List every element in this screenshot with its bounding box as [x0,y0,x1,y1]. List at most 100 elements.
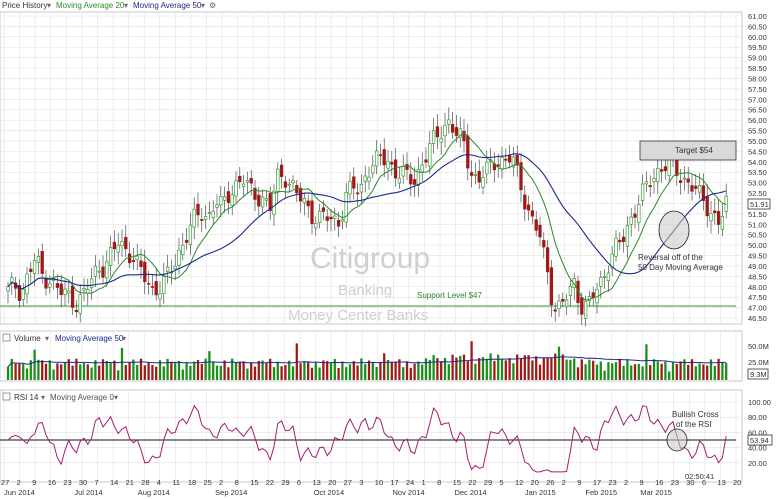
price-candle [215,194,219,218]
volume-bar [687,364,690,380]
volume-bar [618,358,621,380]
volume-bar [481,357,485,380]
volume-bar [383,353,386,380]
price-candle [519,152,523,203]
volume-bar [576,367,580,380]
price-tick-label: 55.00 [748,137,767,146]
volume-bar [132,359,135,380]
volume-bar [204,358,207,380]
price-candle [245,171,250,194]
gear-icon[interactable]: ⚙ [209,1,216,10]
volume-bar [307,361,310,380]
volume-bar [200,363,203,380]
x-tick-label: 9 [577,478,581,487]
volume-bar [698,363,701,380]
price-tick-label: 60.00 [748,33,767,42]
volume-bar [554,353,557,380]
x-tick-label: 11 [172,478,180,487]
price-tick-label: 56.50 [748,106,767,115]
x-tick-label: 5 [499,478,503,487]
volume-dropdown-icon[interactable]: ▾ [45,334,49,343]
legend-ma50-dropdown-icon[interactable]: ▾ [201,1,205,10]
rsi-dropdown-icon[interactable]: ▾ [41,393,45,402]
volume-bar [79,364,82,380]
price-candle [447,107,451,134]
price-candle [515,145,519,177]
price-candle [314,216,318,236]
legend-dropdown-icon[interactable]: ▾ [47,1,51,10]
volume-bar [671,361,675,380]
volume-bar [314,362,317,380]
x-tick-label: 12 [515,478,523,487]
volume-bar [337,368,340,380]
price-candle [89,267,94,300]
volume-bar [147,362,150,380]
x-tick-label: 20 [328,478,336,487]
volume-bar [550,357,553,380]
volume-bar [242,361,245,380]
x-tick-label: 13 [312,478,320,487]
volume-bar [22,363,25,380]
volume-legend: Volume ▾ Moving Average 50 ▾ [2,333,126,343]
rsi-ma-dropdown-icon[interactable]: ▾ [114,393,118,402]
price-tick-label: 51.00 [748,220,767,229]
legend-ma20-dropdown-icon[interactable]: ▾ [124,1,128,10]
volume-bar [709,359,713,380]
volume-bar [497,354,500,380]
x-month-label: Jul 2014 [74,488,102,497]
rsi-collapse-icon[interactable] [2,392,11,401]
price-candle [108,235,113,277]
price-candle [222,186,227,213]
volume-bar [474,363,477,380]
price-candle [412,167,417,197]
x-tick-label: 23 [608,478,616,487]
volume-bar [607,362,610,380]
rsi-badge-value: 53.94 [750,436,769,445]
x-tick-label: 29 [281,478,289,487]
volume-bar [284,365,287,380]
volume-bar [436,358,439,380]
volume-bar [645,344,648,380]
volume-bar [367,360,371,380]
volume-bar [664,361,667,380]
price-candle [291,175,295,189]
price-candle [340,210,345,230]
x-tick-label: 8 [235,478,239,487]
volume-bar [379,362,382,380]
volume-bar [212,362,215,380]
volume-bar [721,362,724,380]
price-candle [690,173,694,201]
x-tick-label: 23 [63,478,71,487]
volume-bar [231,358,234,380]
target-label: Target $54 [675,146,713,155]
price-candle [659,158,664,183]
price-tick-label: 48.00 [748,283,767,292]
volume-bar [280,366,283,380]
volume-bar [227,367,230,380]
price-candle [93,255,98,288]
x-tick-label: 2 [562,478,566,487]
x-tick-label: 17 [593,478,601,487]
volume-ma-dropdown-icon[interactable]: ▾ [122,334,126,343]
price-candle [120,229,124,257]
price-candle [124,225,128,258]
volume-bar [478,358,481,380]
volume-bar [318,367,321,380]
x-tick-label: 30 [79,478,87,487]
price-tick-label: 49.00 [748,262,767,271]
price-candle [67,281,71,304]
volume-bar [265,363,268,380]
legend-rsi: RSI 14 [14,393,39,402]
x-tick-label: 2 [219,478,223,487]
price-candle [428,130,432,174]
volume-bar [101,359,105,380]
price-candle [135,243,139,271]
volume-collapse-icon[interactable] [2,333,11,342]
price-candle [462,119,466,153]
volume-bars [6,341,728,380]
volume-bar [41,360,44,380]
ma50-line [7,153,727,290]
x-tick-label: 15 [250,478,258,487]
